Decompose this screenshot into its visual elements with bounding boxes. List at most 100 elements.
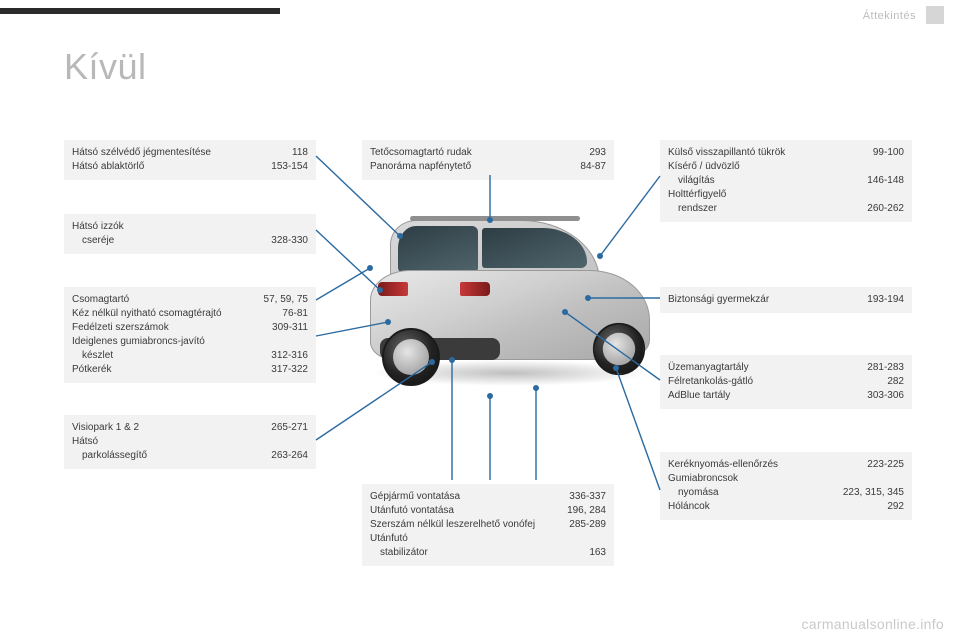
- info-row: Ideiglenes gumiabroncs-javító: [72, 335, 308, 349]
- info-box-l2: Hátsó izzókcseréje328-330: [64, 214, 316, 254]
- info-label: Utánfutó vontatása: [370, 504, 559, 518]
- page-ref: 146-148: [867, 174, 904, 188]
- page-ref: 223-225: [867, 458, 904, 472]
- info-label: Holttérfigyelő: [668, 188, 896, 202]
- page-ref: 312-316: [271, 349, 308, 363]
- info-label: Panoráma napfénytető: [370, 160, 572, 174]
- page-ref: 281-283: [867, 361, 904, 375]
- info-box-l1: Hátsó szélvédő jégmentesítése118Hátsó ab…: [64, 140, 316, 180]
- watermark: carmanualsonline.info: [802, 616, 945, 632]
- info-label: Hátsó szélvédő jégmentesítése: [72, 146, 284, 160]
- info-row: Üzemanyagtartály 281-283: [668, 361, 904, 375]
- page-ref: 263-264: [271, 449, 308, 463]
- page-ref: 163: [589, 546, 606, 560]
- page-ref: 118: [292, 146, 308, 160]
- info-row: Biztonsági gyermekzár 193-194: [668, 293, 904, 307]
- page-ref: 57, 59, 75: [264, 293, 308, 307]
- page-ref: 223, 315, 345: [843, 486, 904, 500]
- info-row: parkolássegítő 263-264: [72, 449, 308, 463]
- info-row: Utánfutó: [370, 532, 606, 546]
- info-label: stabilizátor: [370, 546, 581, 560]
- info-label: készlet: [72, 349, 263, 363]
- info-label: Kéz nélkül nyitható csomagtérajtó: [72, 307, 274, 321]
- info-row: Utánfutó vontatása 196, 284: [370, 504, 606, 518]
- info-row: Hátsó szélvédő jégmentesítése 118: [72, 146, 308, 160]
- info-row: Gépjármű vontatása 336-337: [370, 490, 606, 504]
- info-row: Gumiabroncsok: [668, 472, 904, 486]
- page-ref: 285-289: [569, 518, 606, 532]
- info-row: Hátsó ablaktörlő 153-154: [72, 160, 308, 174]
- top-bar: Áttekintés: [0, 0, 960, 24]
- info-label: Hátsó: [72, 435, 300, 449]
- page-ref: 282: [887, 375, 904, 389]
- info-label: parkolássegítő: [72, 449, 263, 463]
- info-box-r2: Biztonsági gyermekzár 193-194: [660, 287, 912, 313]
- info-label: Csomagtartó: [72, 293, 256, 307]
- info-row: nyomása 223, 315, 345: [668, 486, 904, 500]
- info-row: Keréknyomás-ellenőrzés 223-225: [668, 458, 904, 472]
- page-ref: 336-337: [569, 490, 606, 504]
- info-row: Csomagtartó 57, 59, 75: [72, 293, 308, 307]
- info-row: készlet 312-316: [72, 349, 308, 363]
- info-row: cseréje328-330: [72, 234, 308, 248]
- info-row: stabilizátor 163: [370, 546, 606, 560]
- info-box-r4: Keréknyomás-ellenőrzés 223-225Gumiabroncs…: [660, 452, 912, 520]
- page-ref: 309-311: [272, 321, 308, 335]
- header-strip: [0, 8, 280, 14]
- info-box-bc: Gépjármű vontatása336-337Utánfutó vontat…: [362, 484, 614, 566]
- info-label: Fedélzeti szerszámok: [72, 321, 264, 335]
- page-ref: 193-194: [867, 293, 904, 307]
- info-label: Biztonsági gyermekzár: [668, 293, 859, 307]
- page-ref: 303-306: [867, 389, 904, 403]
- info-label: Üzemanyagtartály: [668, 361, 859, 375]
- info-box-tc: Tetőcsomagtartó rudak 293 Panoráma napfény…: [362, 140, 614, 180]
- page-ref: 265-271: [271, 421, 308, 435]
- page-ref: 293: [589, 146, 606, 160]
- info-box-l4: Visiopark 1 & 2 265-271Hátsóparkolássegít…: [64, 415, 316, 469]
- info-label: Hátsó izzók: [72, 220, 300, 234]
- page-title: Kívül: [64, 46, 147, 88]
- info-row: Hátsó izzók: [72, 220, 308, 234]
- info-row: Fedélzeti szerszámok 309-311: [72, 321, 308, 335]
- page-ref: 292: [887, 500, 904, 514]
- info-row: Visiopark 1 & 2 265-271: [72, 421, 308, 435]
- info-label: Kísérő / üdvözlő: [668, 160, 896, 174]
- info-label: Szerszám nélkül leszerelhető vonófej: [370, 518, 561, 532]
- page-ref: 76-81: [282, 307, 308, 321]
- info-label: Ideiglenes gumiabroncs-javító: [72, 335, 300, 349]
- info-label: Hátsó ablaktörlő: [72, 160, 263, 174]
- info-row: Kéz nélkül nyitható csomagtérajtó 76-81: [72, 307, 308, 321]
- info-row: Pótkerék 317-322: [72, 363, 308, 377]
- info-label: cseréje: [72, 234, 263, 248]
- page-ref: 260-262: [867, 202, 904, 216]
- info-label: nyomása: [668, 486, 835, 500]
- info-row: Hóláncok 292: [668, 500, 904, 514]
- info-label: rendszer: [668, 202, 859, 216]
- info-label: Félretankolás-gátló: [668, 375, 879, 389]
- info-label: Tetőcsomagtartó rudak: [370, 146, 581, 160]
- info-row: rendszer 260-262: [668, 202, 904, 216]
- page-ref: 317-322: [271, 363, 308, 377]
- info-label: Külső visszapillantó tükrök: [668, 146, 865, 160]
- page-ref: 99-100: [873, 146, 904, 160]
- page-marker: [926, 6, 944, 24]
- section-label: Áttekintés: [863, 10, 916, 22]
- info-box-l3: Csomagtartó 57, 59, 75Kéz nélkül nyitható…: [64, 287, 316, 383]
- info-label: Pótkerék: [72, 363, 263, 377]
- info-box-r3: Üzemanyagtartály 281-283Félretankolás-gát…: [660, 355, 912, 409]
- info-row: AdBlue tartály 303-306: [668, 389, 904, 403]
- info-label: AdBlue tartály: [668, 389, 859, 403]
- info-label: Keréknyomás-ellenőrzés: [668, 458, 859, 472]
- page-ref: 196, 284: [567, 504, 606, 518]
- info-label: Utánfutó: [370, 532, 598, 546]
- info-row: világítás146-148: [668, 174, 904, 188]
- info-box-r1: Külső visszapillantó tükrök 99-100Kísérő …: [660, 140, 912, 222]
- info-label: Hóláncok: [668, 500, 879, 514]
- page-ref: 84-87: [580, 160, 606, 174]
- info-row: Külső visszapillantó tükrök 99-100: [668, 146, 904, 160]
- info-row: Hátsó: [72, 435, 308, 449]
- page-ref: 153-154: [271, 160, 308, 174]
- info-label: Gépjármű vontatása: [370, 490, 561, 504]
- info-label: Gumiabroncsok: [668, 472, 896, 486]
- info-label: Visiopark 1 & 2: [72, 421, 263, 435]
